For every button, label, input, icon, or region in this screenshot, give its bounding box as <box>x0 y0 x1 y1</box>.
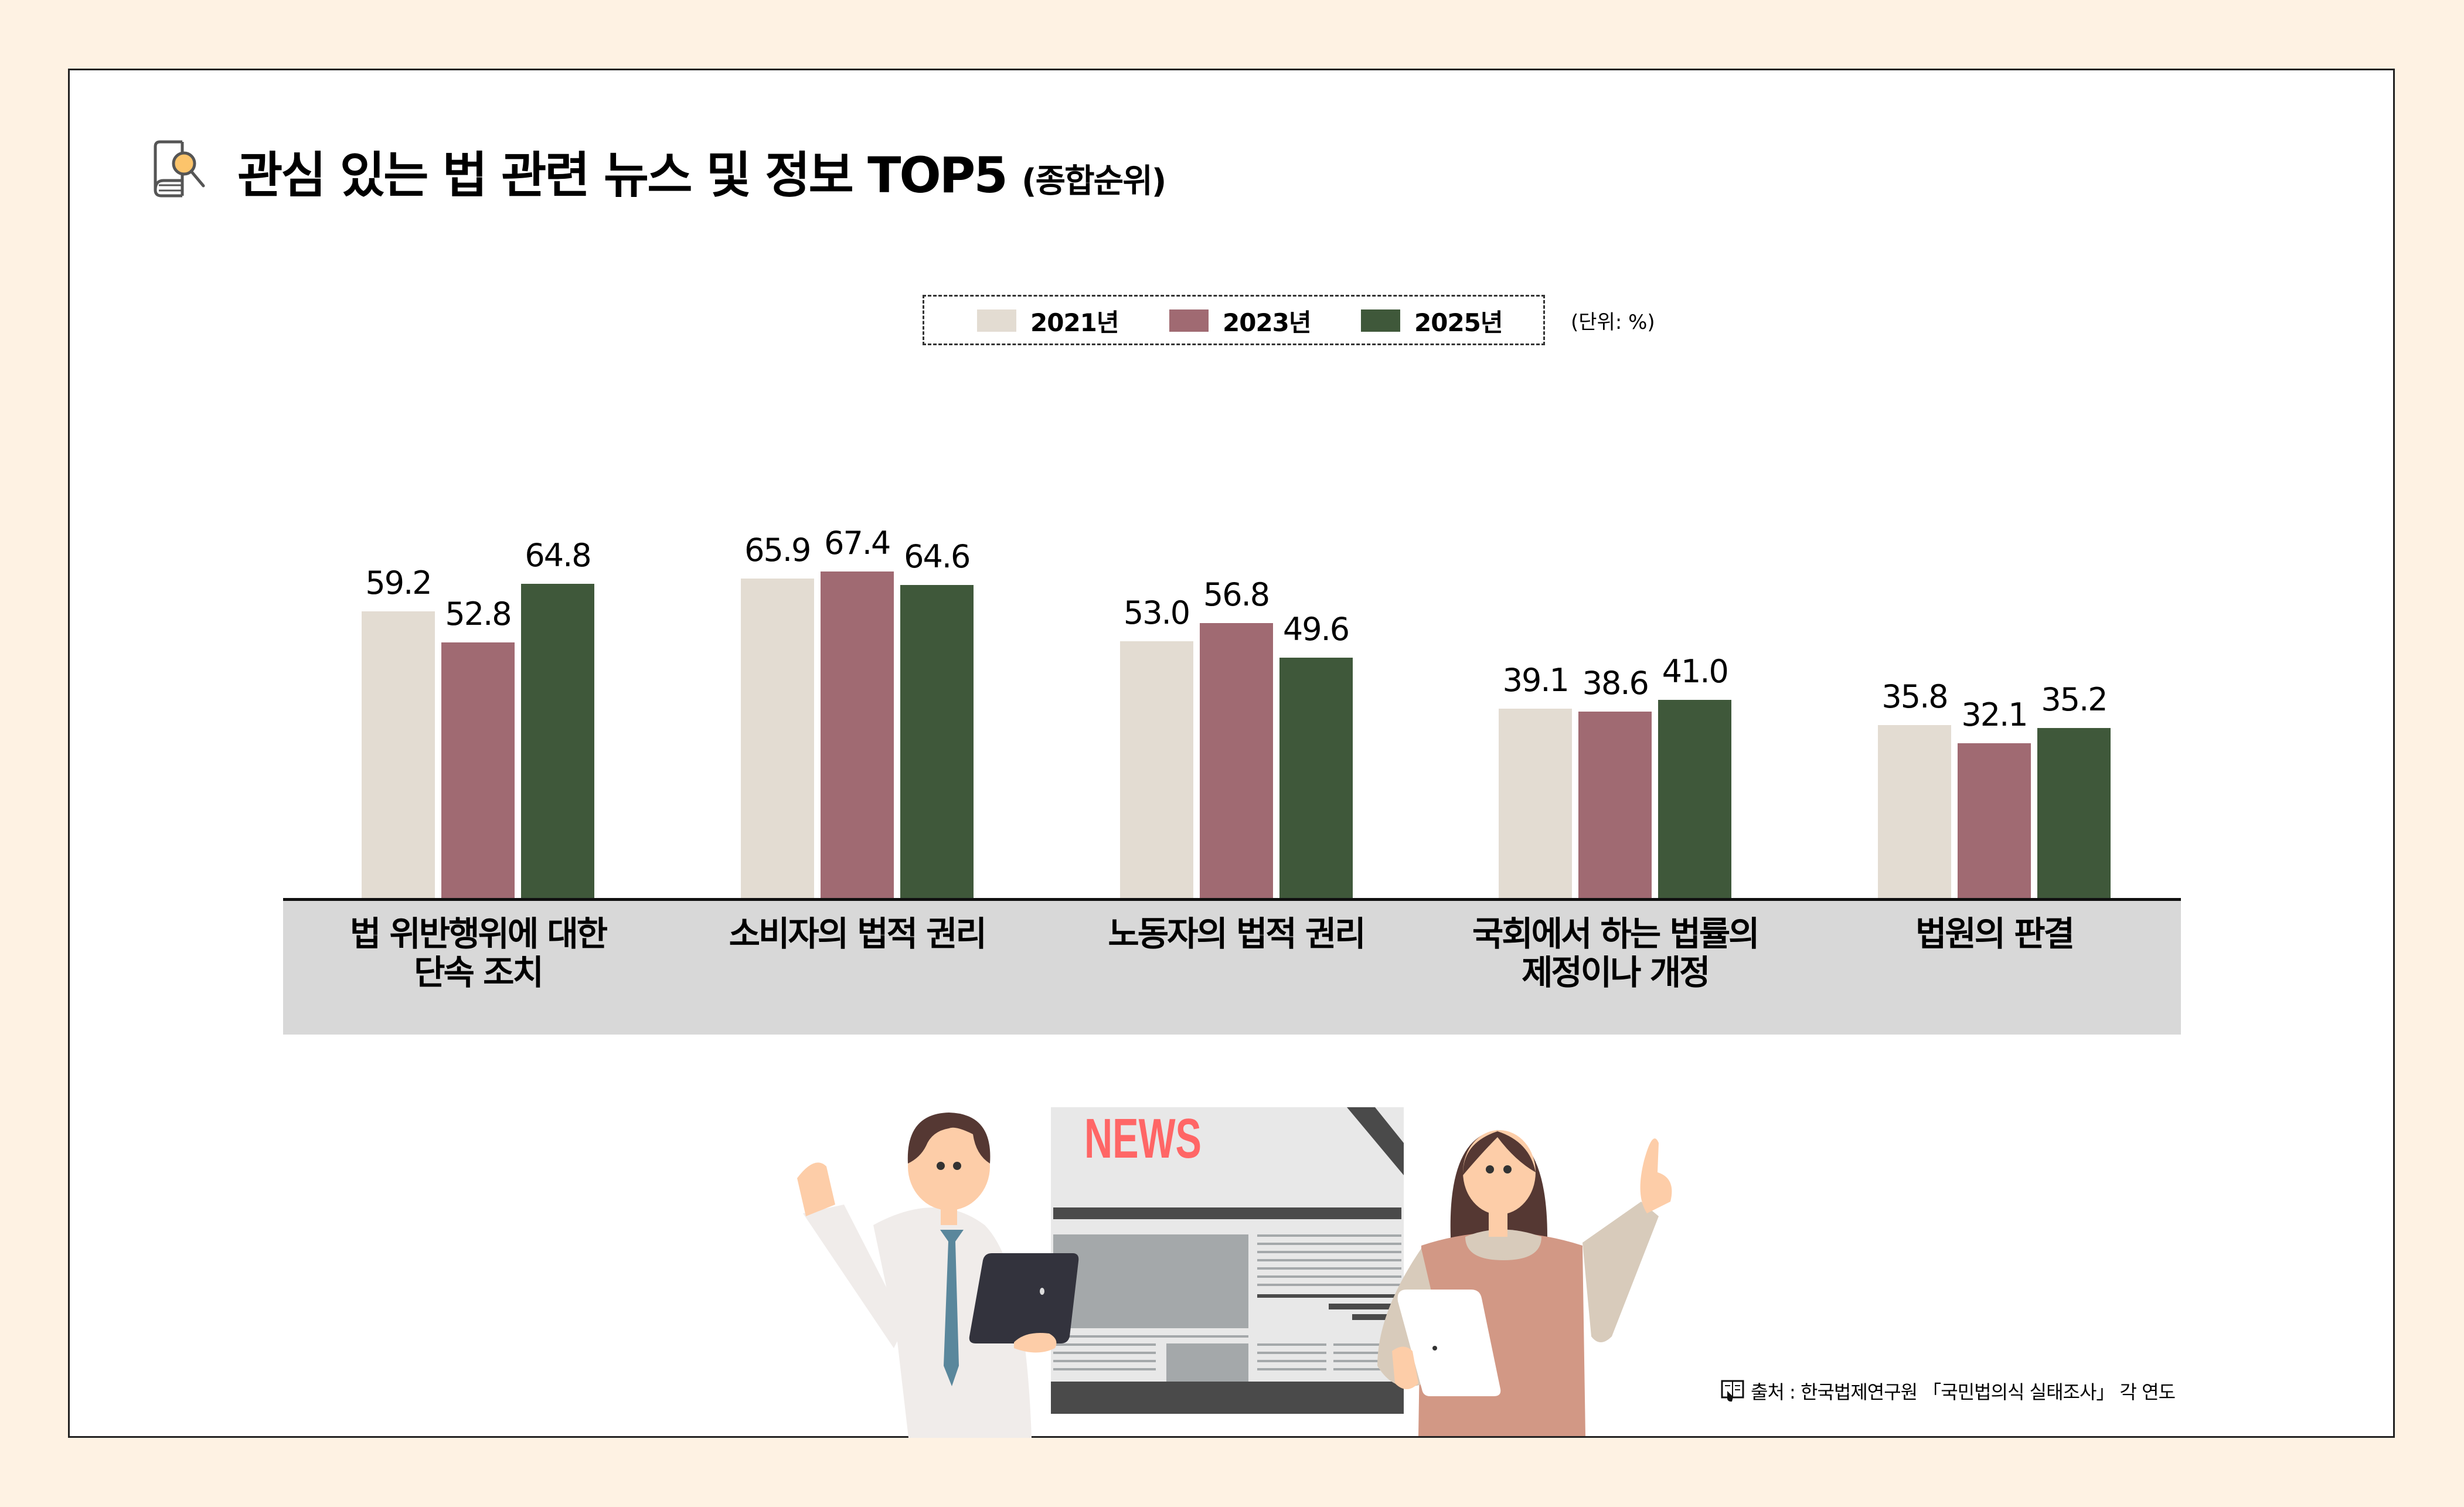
category-label: 소비자의 법적 권리 <box>729 914 987 954</box>
bar-2023년 <box>1578 711 1652 899</box>
bar-2025년 <box>1658 699 1732 899</box>
source-text: 출처 : 한국법제연구원 「국민법의식 실태조사」 각 연도 <box>1751 1381 2176 1403</box>
book-search-icon <box>154 140 205 198</box>
bar-2023년 <box>820 571 894 899</box>
svg-text:NEWS: NEWS <box>1084 1107 1202 1170</box>
legend-swatch-2025 <box>1361 309 1400 332</box>
source-citation: 출처 : 한국법제연구원 「국민법의식 실태조사」 각 연도 <box>1720 1377 2176 1404</box>
category-label: 법원의 판결 <box>1915 914 2075 954</box>
title-subtitle: (종합순위) <box>1022 162 1166 200</box>
value-label: 64.6 <box>904 538 971 575</box>
bar-2021년 <box>362 611 435 899</box>
bar-2021년 <box>1878 724 1951 899</box>
category-label: 국회에서 하는 법률의 제정이나 개정 <box>1472 914 1760 992</box>
legend-item-2025: 2025년 <box>1361 308 1503 337</box>
category-label: 법 위반행위에 대한 단속 조치 <box>349 914 608 992</box>
legend-swatch-2023 <box>1169 309 1209 332</box>
value-label: 39.1 <box>1502 662 1570 699</box>
legend-label: 2023년 <box>1223 308 1312 337</box>
value-label: 38.6 <box>1582 664 1649 702</box>
woman-figure <box>1377 1130 1672 1436</box>
bar-2025년 <box>1279 658 1353 899</box>
value-label: 35.8 <box>1881 678 1948 715</box>
newspaper-icon: NEWS <box>1051 1107 1404 1414</box>
value-label: 65.9 <box>744 532 811 569</box>
x-axis-line <box>283 898 2181 901</box>
bar-2025년 <box>521 584 594 899</box>
value-label: 53.0 <box>1123 594 1190 632</box>
bar-2021년 <box>740 579 814 899</box>
book-hand-icon <box>1721 1380 1744 1402</box>
category-label: 노동자의 법적 권리 <box>1108 914 1366 954</box>
man-figure <box>797 1113 1079 1438</box>
news-illustration: NEWS <box>797 1107 1672 1438</box>
legend-label: 2021년 <box>1030 308 1119 337</box>
legend-item-2023: 2023년 <box>1169 308 1312 337</box>
legend-label: 2025년 <box>1414 308 1503 337</box>
legend-swatch-2021 <box>977 309 1016 332</box>
bar-2023년 <box>441 642 515 899</box>
category-label-band <box>283 900 2181 1035</box>
bar-2025년 <box>2037 727 2111 899</box>
value-label: 52.8 <box>445 595 512 632</box>
title-text: 관심 있는 법 관련 뉴스 및 정보 TOP5 <box>237 147 1008 204</box>
value-label: 49.6 <box>1282 611 1350 648</box>
page-title: 관심 있는 법 관련 뉴스 및 정보 TOP5 (종합순위) <box>237 136 1166 207</box>
bar-2023년 <box>1958 743 2031 899</box>
value-label: 56.8 <box>1203 576 1270 613</box>
bar-2021년 <box>1119 641 1193 899</box>
unit-label: (단위: %) <box>1571 311 1655 334</box>
value-label: 41.0 <box>1662 652 1729 690</box>
chart-legend: 2021년 2023년 2025년 <box>923 295 1545 345</box>
legend-item-2021: 2021년 <box>977 308 1119 337</box>
value-label: 67.4 <box>824 524 891 562</box>
value-label: 35.2 <box>2041 681 2108 718</box>
bar-2021년 <box>1499 709 1573 899</box>
value-label: 59.2 <box>365 564 432 601</box>
value-label: 64.8 <box>525 537 591 574</box>
bar-2023년 <box>1199 622 1273 899</box>
bar-2025년 <box>900 584 974 899</box>
value-label: 32.1 <box>1961 696 2028 733</box>
